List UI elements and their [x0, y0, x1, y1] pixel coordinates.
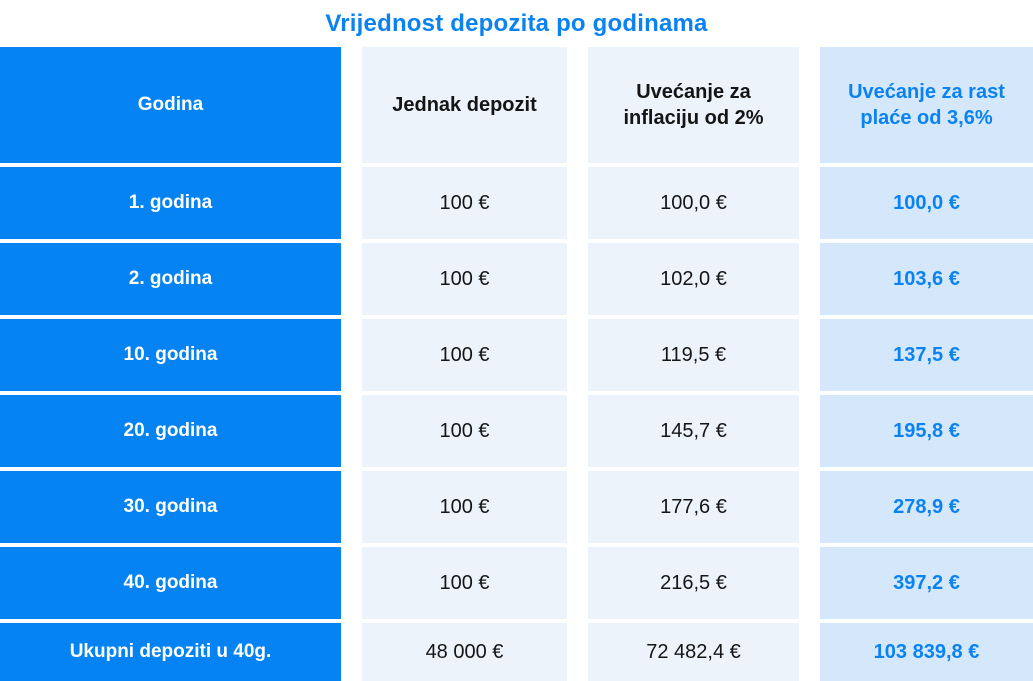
cell-wage-growth-year-40: 397,2 €: [820, 547, 1033, 619]
cell-wage-growth-year-1: 100,0 €: [820, 167, 1033, 239]
cell-inflation-year-20: 145,7 €: [588, 395, 799, 467]
row-label-year-40: 40. godina: [0, 547, 341, 619]
cell-equal-deposit-total: 48 000 €: [362, 623, 567, 681]
cell-equal-deposit-year-20: 100 €: [362, 395, 567, 467]
row-label-year-10: 10. godina: [0, 319, 341, 391]
column-header-jednak-depozit: Jednak depozit: [362, 47, 567, 163]
cell-inflation-year-2: 102,0 €: [588, 243, 799, 315]
cell-wage-growth-total: 103 839,8 €: [820, 623, 1033, 681]
cell-wage-growth-year-30: 278,9 €: [820, 471, 1033, 543]
cell-equal-deposit-year-40: 100 €: [362, 547, 567, 619]
column-header-rast-place-3-6: Uvećanje za rast plaće od 3,6%: [820, 47, 1033, 163]
cell-inflation-year-30: 177,6 €: [588, 471, 799, 543]
cell-equal-deposit-year-2: 100 €: [362, 243, 567, 315]
row-label-year-30: 30. godina: [0, 471, 341, 543]
cell-inflation-year-1: 100,0 €: [588, 167, 799, 239]
column-header-inflacija-2pct: Uvećanje za inflaciju od 2%: [588, 47, 799, 163]
cell-inflation-year-40: 216,5 €: [588, 547, 799, 619]
row-label-year-20: 20. godina: [0, 395, 341, 467]
row-label-year-2: 2. godina: [0, 243, 341, 315]
column-header-godina: Godina: [0, 47, 341, 163]
table-title: Vrijednost depozita po godinama: [325, 9, 708, 37]
deposit-table: Godina Jednak depozit Uvećanje za inflac…: [0, 47, 1033, 681]
cell-inflation-total: 72 482,4 €: [588, 623, 799, 681]
cell-wage-growth-year-2: 103,6 €: [820, 243, 1033, 315]
row-label-total-deposits: Ukupni depoziti u 40g.: [0, 623, 341, 681]
cell-equal-deposit-year-1: 100 €: [362, 167, 567, 239]
cell-wage-growth-year-20: 195,8 €: [820, 395, 1033, 467]
cell-equal-deposit-year-10: 100 €: [362, 319, 567, 391]
row-label-year-1: 1. godina: [0, 167, 341, 239]
cell-equal-deposit-year-30: 100 €: [362, 471, 567, 543]
cell-inflation-year-10: 119,5 €: [588, 319, 799, 391]
cell-wage-growth-year-10: 137,5 €: [820, 319, 1033, 391]
